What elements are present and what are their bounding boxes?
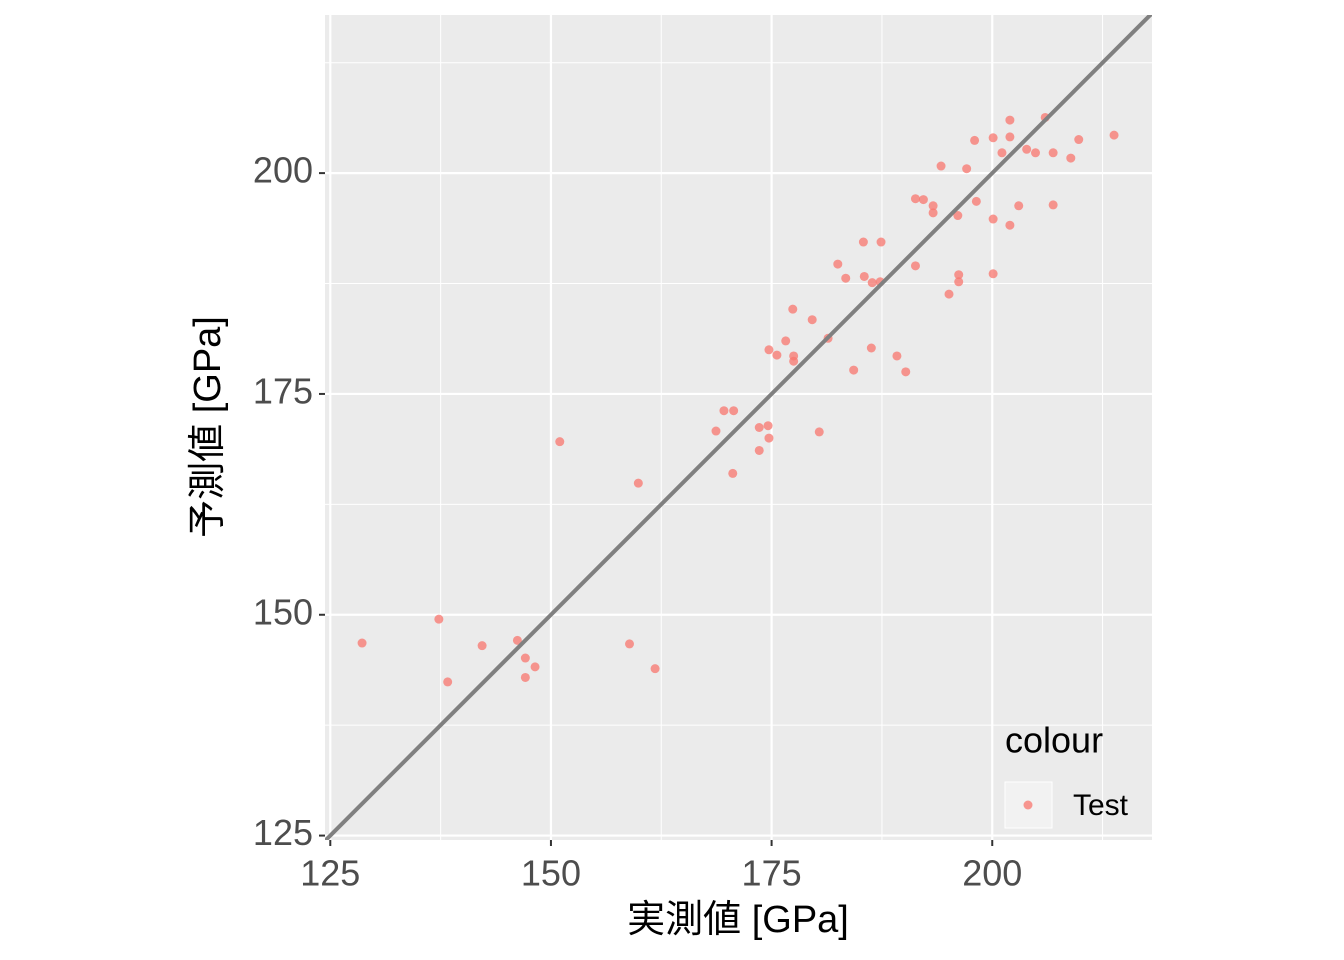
point — [1066, 153, 1076, 163]
point — [357, 638, 367, 648]
point — [764, 345, 774, 355]
point — [1005, 220, 1015, 230]
y-tick-label: 125 — [253, 812, 313, 853]
point — [1048, 148, 1058, 158]
point — [754, 423, 764, 432]
point — [719, 406, 729, 416]
point — [807, 315, 817, 325]
point — [477, 641, 487, 651]
point — [954, 277, 964, 287]
point — [910, 194, 920, 204]
point — [997, 148, 1007, 158]
point — [443, 677, 453, 687]
point — [936, 161, 946, 171]
point — [789, 356, 799, 366]
point — [866, 343, 876, 353]
point — [988, 214, 998, 224]
legend-label: Test — [1073, 789, 1129, 822]
y-tick-label: 200 — [253, 150, 313, 191]
point — [1005, 132, 1015, 142]
point — [918, 195, 928, 205]
point — [512, 635, 522, 645]
point — [520, 653, 530, 663]
point — [754, 445, 764, 455]
point — [624, 639, 634, 649]
point — [1048, 200, 1058, 210]
legend-title: colour — [1005, 720, 1103, 761]
point — [833, 259, 843, 269]
point — [859, 271, 869, 281]
point — [788, 304, 798, 314]
x-tick-label: 175 — [742, 853, 802, 894]
point — [530, 662, 540, 672]
x-tick-label: 200 — [962, 853, 1022, 894]
point — [520, 672, 530, 682]
x-tick-label: 150 — [521, 853, 581, 894]
x-axis-title: 実測値 [GPa] — [627, 899, 849, 941]
point — [633, 478, 643, 488]
point — [970, 135, 980, 145]
point — [1014, 201, 1024, 211]
point — [781, 336, 791, 346]
point — [944, 289, 954, 299]
x-tick-label: 125 — [300, 853, 360, 894]
point — [954, 270, 964, 280]
point — [928, 201, 938, 211]
point — [763, 421, 773, 431]
point — [988, 269, 998, 279]
point — [555, 437, 565, 447]
point — [434, 614, 444, 624]
point — [729, 406, 739, 416]
point — [841, 273, 851, 283]
point — [650, 664, 660, 674]
y-axis-title: 予測値 [GPa] — [187, 316, 229, 538]
point — [1005, 115, 1015, 125]
point — [711, 426, 721, 436]
y-tick-label: 150 — [253, 591, 313, 632]
point — [867, 278, 877, 288]
legend-marker — [1023, 800, 1033, 810]
point — [1109, 130, 1119, 140]
point — [764, 433, 774, 443]
point — [910, 261, 920, 271]
point — [858, 237, 868, 247]
point — [1030, 148, 1040, 158]
point — [988, 133, 998, 143]
point — [849, 365, 859, 375]
point — [772, 350, 782, 360]
point — [1074, 135, 1084, 145]
point — [814, 427, 824, 437]
point — [928, 208, 938, 218]
identity-line — [325, 15, 1152, 840]
point — [901, 367, 911, 377]
point — [876, 237, 886, 247]
y-tick-label: 175 — [253, 370, 313, 411]
point — [971, 196, 981, 206]
point — [962, 164, 972, 174]
point — [892, 351, 902, 361]
point — [1022, 144, 1032, 154]
point — [728, 468, 738, 478]
point — [953, 211, 963, 221]
